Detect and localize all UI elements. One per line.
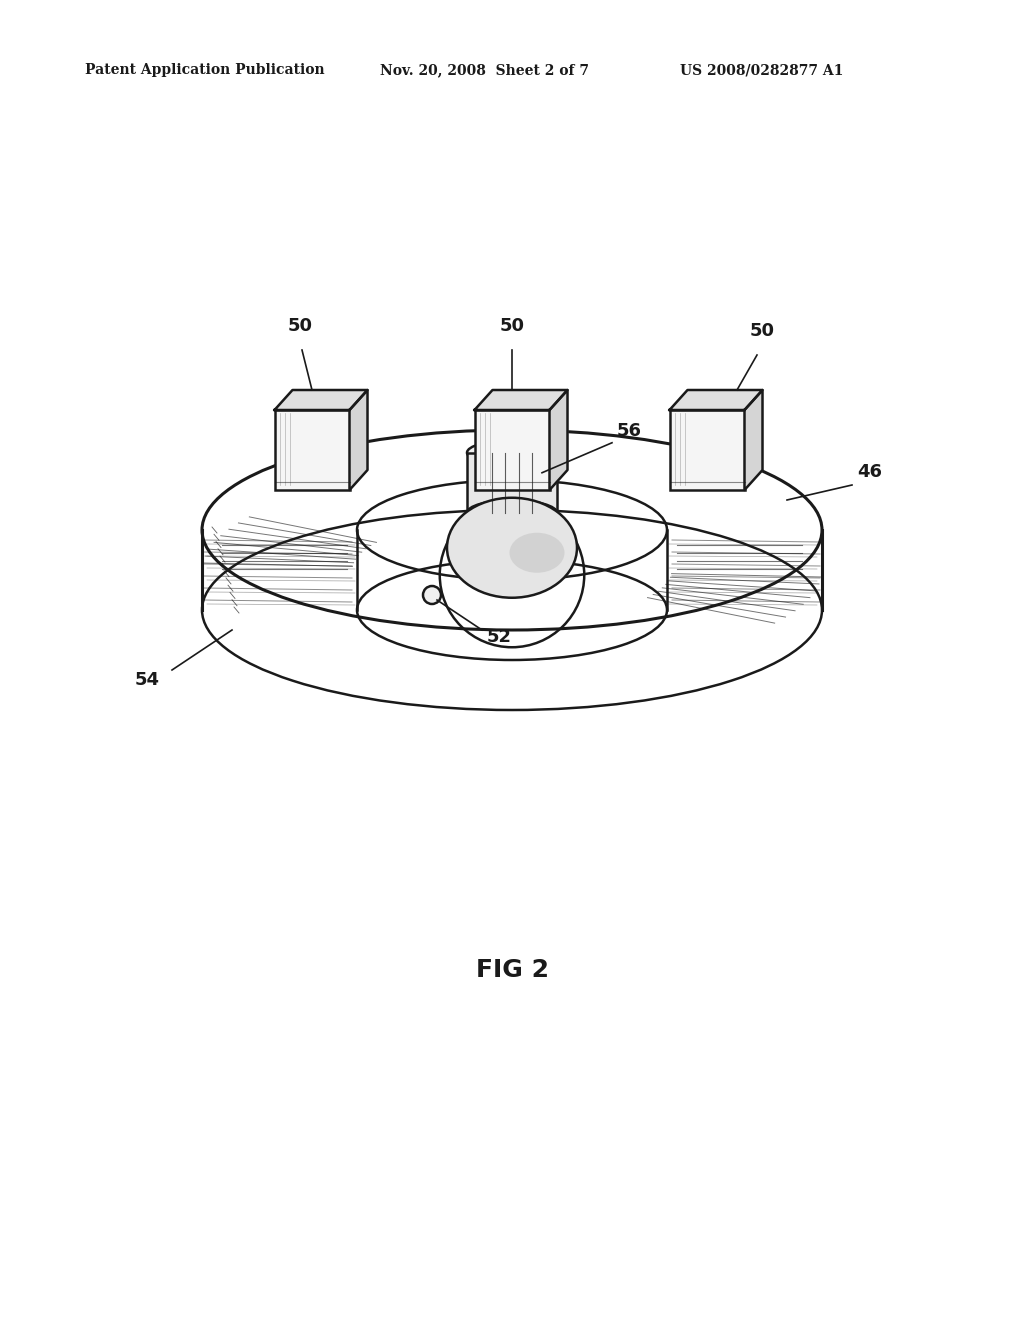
Text: FIG 2: FIG 2 bbox=[475, 958, 549, 982]
Text: Patent Application Publication: Patent Application Publication bbox=[85, 63, 325, 77]
FancyBboxPatch shape bbox=[670, 411, 744, 490]
FancyBboxPatch shape bbox=[274, 411, 349, 490]
Polygon shape bbox=[474, 389, 567, 411]
Ellipse shape bbox=[510, 533, 564, 573]
Ellipse shape bbox=[467, 441, 557, 465]
Polygon shape bbox=[744, 389, 763, 490]
Ellipse shape bbox=[467, 500, 557, 525]
FancyBboxPatch shape bbox=[474, 411, 550, 490]
FancyBboxPatch shape bbox=[467, 453, 557, 512]
Text: 50: 50 bbox=[750, 322, 774, 341]
Text: 50: 50 bbox=[500, 317, 524, 335]
Polygon shape bbox=[349, 389, 368, 490]
Text: 52: 52 bbox=[487, 628, 512, 645]
Text: 54: 54 bbox=[134, 671, 160, 689]
Text: 50: 50 bbox=[288, 317, 312, 335]
Text: Nov. 20, 2008  Sheet 2 of 7: Nov. 20, 2008 Sheet 2 of 7 bbox=[380, 63, 589, 77]
Polygon shape bbox=[550, 389, 567, 490]
Polygon shape bbox=[670, 389, 763, 411]
Circle shape bbox=[423, 586, 441, 605]
Text: 56: 56 bbox=[617, 422, 642, 440]
Text: US 2008/0282877 A1: US 2008/0282877 A1 bbox=[680, 63, 844, 77]
Text: 46: 46 bbox=[857, 463, 882, 480]
Polygon shape bbox=[274, 389, 368, 411]
Ellipse shape bbox=[447, 498, 577, 598]
